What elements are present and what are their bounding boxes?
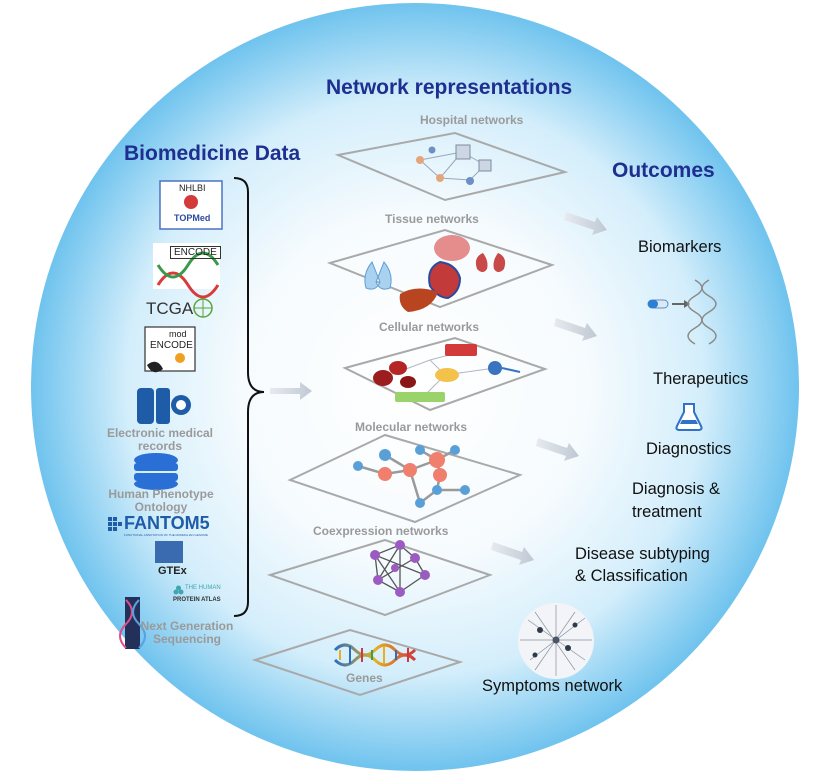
outcome-diagnostics: Diagnostics <box>646 440 732 458</box>
arrow-to-layers <box>270 382 312 400</box>
hpa-top-label: THE HUMAN <box>185 585 221 591</box>
encode-label: ENCODE <box>170 246 221 259</box>
molecular-network-graphic <box>353 445 470 508</box>
tissue-network-graphic <box>364 235 506 312</box>
ngs-image <box>125 597 140 649</box>
genes-plane <box>251 628 464 697</box>
outcome-symptoms-network: Symptoms network <box>482 677 623 695</box>
outcome-diagnosis-treatment: Diagnosis & treatment <box>632 480 721 521</box>
cellular-network-graphic <box>373 344 521 402</box>
heart-icon <box>428 260 462 300</box>
liver-icon <box>399 288 438 312</box>
outcome-therapeutics: Therapeutics <box>653 370 749 388</box>
dna-helix-graphic <box>333 643 417 667</box>
topmed-logo-frame <box>159 180 223 230</box>
topmed-label: TOPMed <box>174 213 211 223</box>
background-circle <box>31 3 799 771</box>
tcga-label: TCGA <box>146 299 194 318</box>
arrow-small-icon <box>672 300 690 308</box>
ehr-icon <box>137 388 191 424</box>
hospital-network-graphic <box>416 144 492 185</box>
layer-label-coexpression: Coexpression networks <box>313 524 449 538</box>
hpa-bottom-label: PROTEIN ATLAS <box>173 597 221 603</box>
molecular-plane <box>287 433 523 524</box>
mod-label: mod <box>169 329 187 339</box>
arrow-diagnostics <box>536 438 579 461</box>
data-bracket <box>233 177 265 617</box>
flow-arrows <box>270 212 607 565</box>
hospital-plane <box>334 131 569 202</box>
modencode-label: ENCODE <box>150 340 193 351</box>
outcome-biomarkers: Biomarkers <box>638 238 722 256</box>
gtex-logo-frame <box>155 541 183 563</box>
coexpression-network-graphic <box>370 540 430 597</box>
layer-label-cellular: Cellular networks <box>379 320 480 334</box>
outcomes-heading: Outcomes <box>612 159 715 182</box>
database-icon <box>134 453 178 490</box>
ehr-label: Electronic medical records <box>106 426 214 453</box>
nhlbi-label: NHLBI <box>179 183 206 193</box>
hpo-label: Human Phenotype Ontology <box>108 487 214 514</box>
lungs-icon <box>364 261 392 290</box>
layer-label-genes: Genes <box>346 671 383 685</box>
kidney-icon <box>475 253 506 272</box>
fantom5-dots-icon <box>108 517 122 531</box>
coexpression-plane <box>266 538 493 617</box>
arrow-therapeutics <box>554 318 597 341</box>
biomarker-dna-icon <box>687 279 717 345</box>
pill-icon <box>647 299 669 309</box>
gtex-label: GTEx <box>158 565 187 577</box>
brain-icon <box>434 235 470 261</box>
arrow-biomarkers <box>564 212 607 235</box>
arrow-subtyping <box>491 542 534 565</box>
layer-label-hospital: Hospital networks <box>420 113 524 127</box>
biomedicine-data-heading: Biomedicine Data <box>124 142 301 165</box>
network-representations-heading: Network representations <box>326 76 573 99</box>
outcome-disease-subtyping: Disease subtyping & Classification <box>575 545 710 585</box>
layer-label-molecular: Molecular networks <box>355 420 468 434</box>
hpa-icon <box>173 585 184 595</box>
fantom5-label: FANTOM5 <box>124 513 210 533</box>
ngs-label: Next Generation Sequencing <box>140 619 234 646</box>
symptoms-network-image <box>518 603 594 679</box>
fantom5-subtitle: FUNCTIONAL ANNOTATION OF THE MAMMALIAN G… <box>124 533 208 537</box>
layer-label-tissue: Tissue networks <box>385 212 479 226</box>
